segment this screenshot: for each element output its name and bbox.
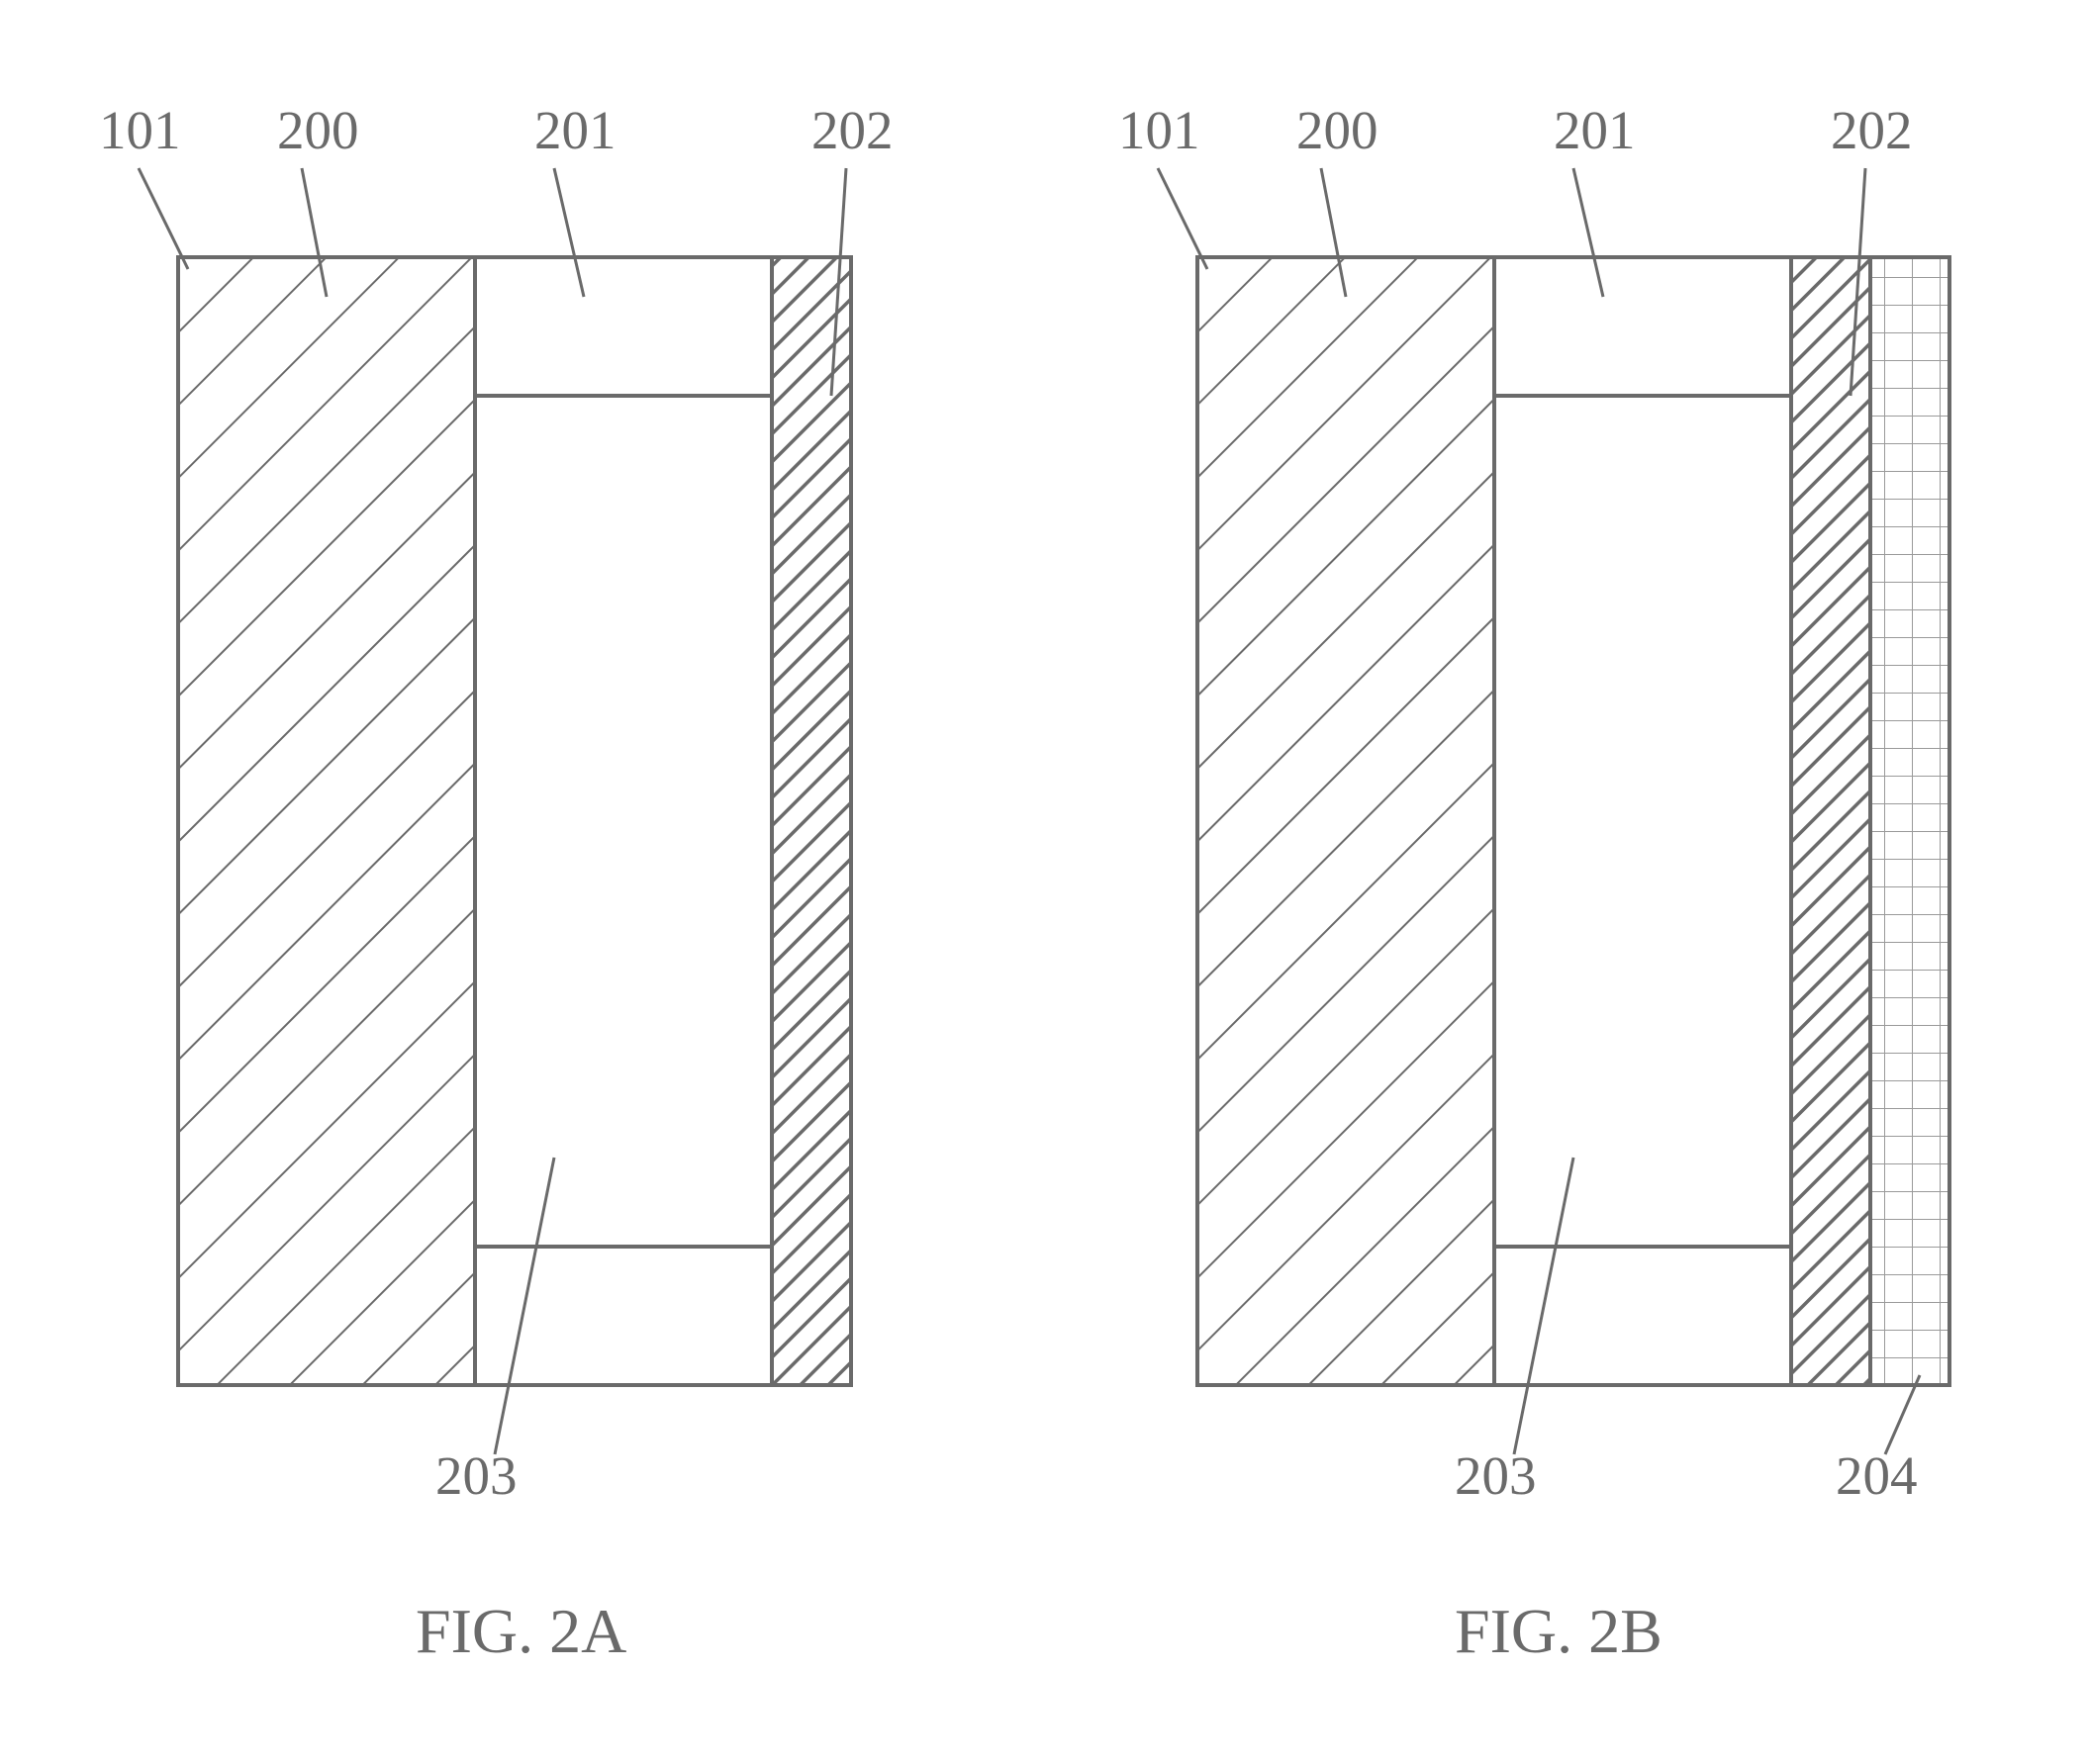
label-201: 201 (534, 100, 617, 160)
label-203: 203 (435, 1445, 518, 1506)
label-201: 201 (1554, 100, 1636, 160)
label-101: 101 (99, 100, 181, 160)
label-202: 202 (811, 100, 894, 160)
label-101: 101 (1118, 100, 1200, 160)
caption-2a: FIG. 2A (416, 1596, 626, 1666)
layer-202 (772, 257, 851, 1385)
label-203: 203 (1455, 1445, 1537, 1506)
layer-202 (1791, 257, 1870, 1385)
layer-203 (475, 396, 772, 1247)
label-202: 202 (1831, 100, 1913, 160)
label-200: 200 (277, 100, 359, 160)
layer-203 (1494, 396, 1791, 1247)
label-200: 200 (1296, 100, 1378, 160)
page: 101 200 201 202 203 FIG. 2A (0, 0, 2090, 1764)
caption-2b: FIG. 2B (1455, 1596, 1662, 1666)
layer-200 (178, 257, 475, 1385)
layer-200 (1197, 257, 1494, 1385)
label-204: 204 (1836, 1445, 1918, 1506)
figure-2b: 101 200 201 202 203 204 FIG. 2B (1118, 100, 1949, 1666)
layer-204 (1870, 257, 1949, 1385)
diagram-canvas: 101 200 201 202 203 FIG. 2A (0, 0, 2090, 1764)
figure-2a: 101 200 201 202 203 FIG. 2A (99, 100, 894, 1666)
